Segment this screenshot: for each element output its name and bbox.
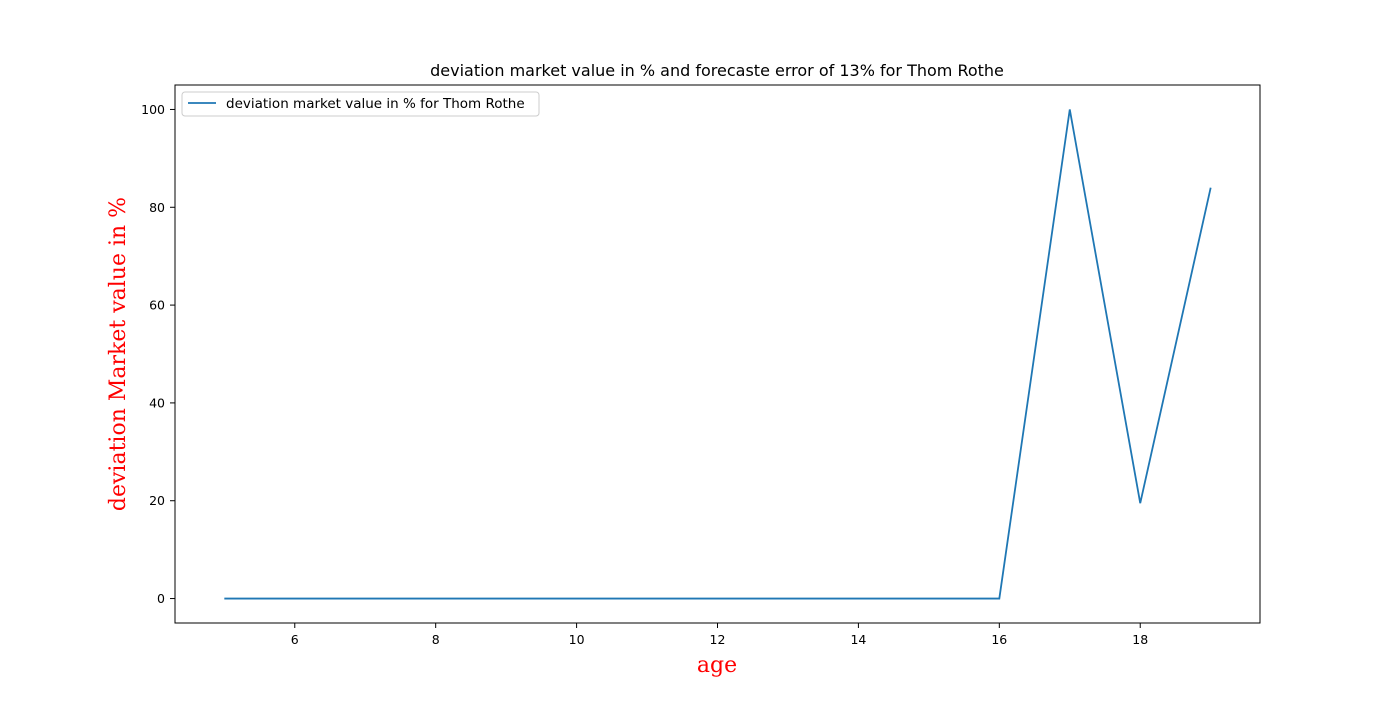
x-axis-ticks: 6 8 10 12 14 16 18 bbox=[291, 623, 1148, 647]
x-tick-label: 18 bbox=[1132, 632, 1148, 647]
x-tick-label: 10 bbox=[569, 632, 585, 647]
legend-box bbox=[181, 91, 540, 117]
chart-title: deviation market value in % and forecast… bbox=[430, 61, 1004, 80]
legend: deviation market value in % for Thom Rot… bbox=[181, 91, 540, 117]
x-tick-label: 8 bbox=[432, 632, 440, 647]
series-line-0 bbox=[224, 109, 1212, 600]
plot-area bbox=[174, 84, 1261, 624]
series-layer bbox=[224, 109, 1212, 600]
x-tick-label: 16 bbox=[991, 632, 1007, 647]
y-tick-label: 100 bbox=[141, 102, 165, 117]
y-tick-label: 40 bbox=[149, 395, 165, 410]
legend-entry-label: deviation market value in % for Thom Rot… bbox=[226, 96, 525, 112]
y-tick-label: 80 bbox=[149, 200, 165, 215]
y-tick-label: 0 bbox=[157, 591, 165, 606]
x-axis-label: age bbox=[697, 653, 737, 678]
y-axis-ticks: 0 20 40 60 80 100 bbox=[141, 102, 175, 606]
x-tick-label: 12 bbox=[710, 632, 726, 647]
x-tick-label: 14 bbox=[850, 632, 866, 647]
y-tick-label: 20 bbox=[149, 493, 165, 508]
y-axis-label: deviation Market value in % bbox=[106, 197, 131, 511]
x-tick-label: 6 bbox=[291, 632, 299, 647]
y-tick-label: 60 bbox=[149, 298, 165, 313]
